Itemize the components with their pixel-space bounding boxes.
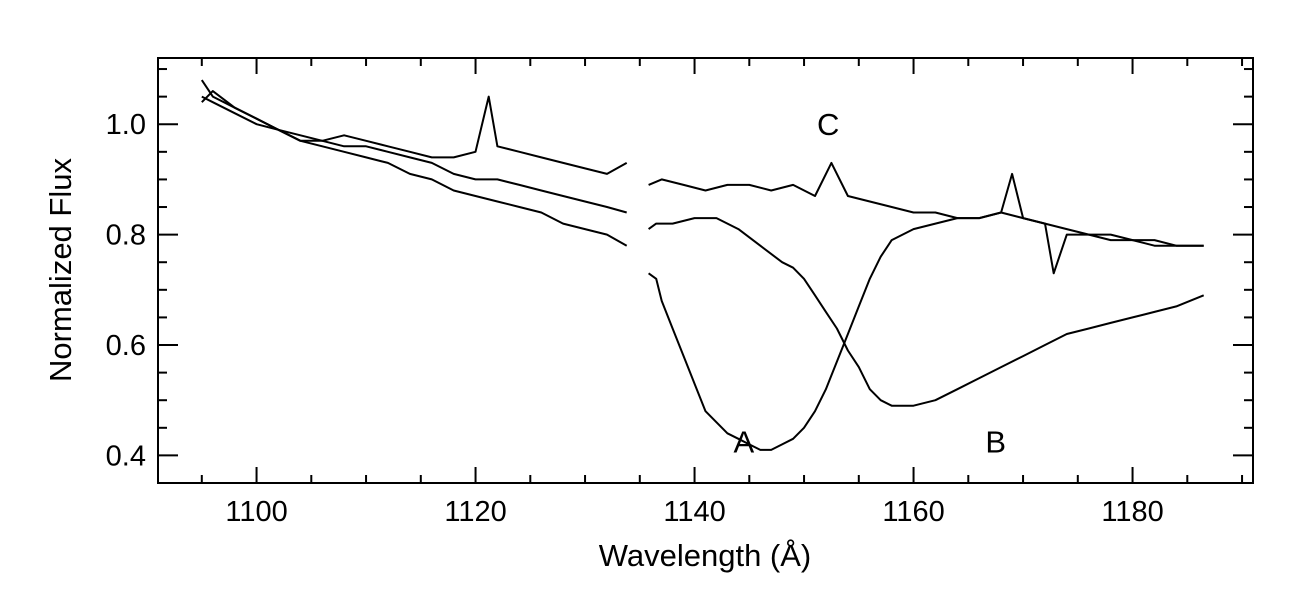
series-2-segment-1 bbox=[201, 90, 627, 214]
axis-ticks bbox=[158, 58, 1253, 483]
x-tick-label: 1100 bbox=[225, 496, 287, 528]
plot-frame bbox=[157, 57, 1254, 484]
x-tick-label: 1140 bbox=[663, 496, 725, 528]
x-tick-label: 1160 bbox=[882, 496, 944, 528]
series-1-segment-2 bbox=[648, 211, 1204, 451]
y-axis-title: Normalized Flux bbox=[43, 158, 78, 382]
series-3-segment-2 bbox=[648, 161, 1204, 275]
series-3-segment-1 bbox=[200, 79, 628, 175]
annotation-a: A bbox=[733, 425, 754, 460]
series-2-segment-2 bbox=[648, 217, 1205, 407]
y-tick-label: 0.6 bbox=[106, 330, 146, 362]
y-tick-label: 1.0 bbox=[106, 109, 146, 141]
y-tick-label: 0.4 bbox=[106, 440, 146, 472]
x-tick-label: 1180 bbox=[1101, 496, 1163, 528]
series-1-segment-1 bbox=[201, 95, 628, 247]
y-tick-label: 0.8 bbox=[106, 220, 146, 252]
x-axis-title: Wavelength (Å) bbox=[599, 538, 812, 573]
series-lines bbox=[200, 79, 1205, 451]
curve-annotations: A B C bbox=[733, 107, 1006, 459]
annotation-c: C bbox=[817, 107, 839, 142]
annotation-b: B bbox=[985, 425, 1006, 460]
tick-labels: 1100 1120 1140 1160 1180 0.4 0.6 0.8 1.0 bbox=[106, 109, 1164, 528]
x-tick-label: 1120 bbox=[444, 496, 506, 528]
